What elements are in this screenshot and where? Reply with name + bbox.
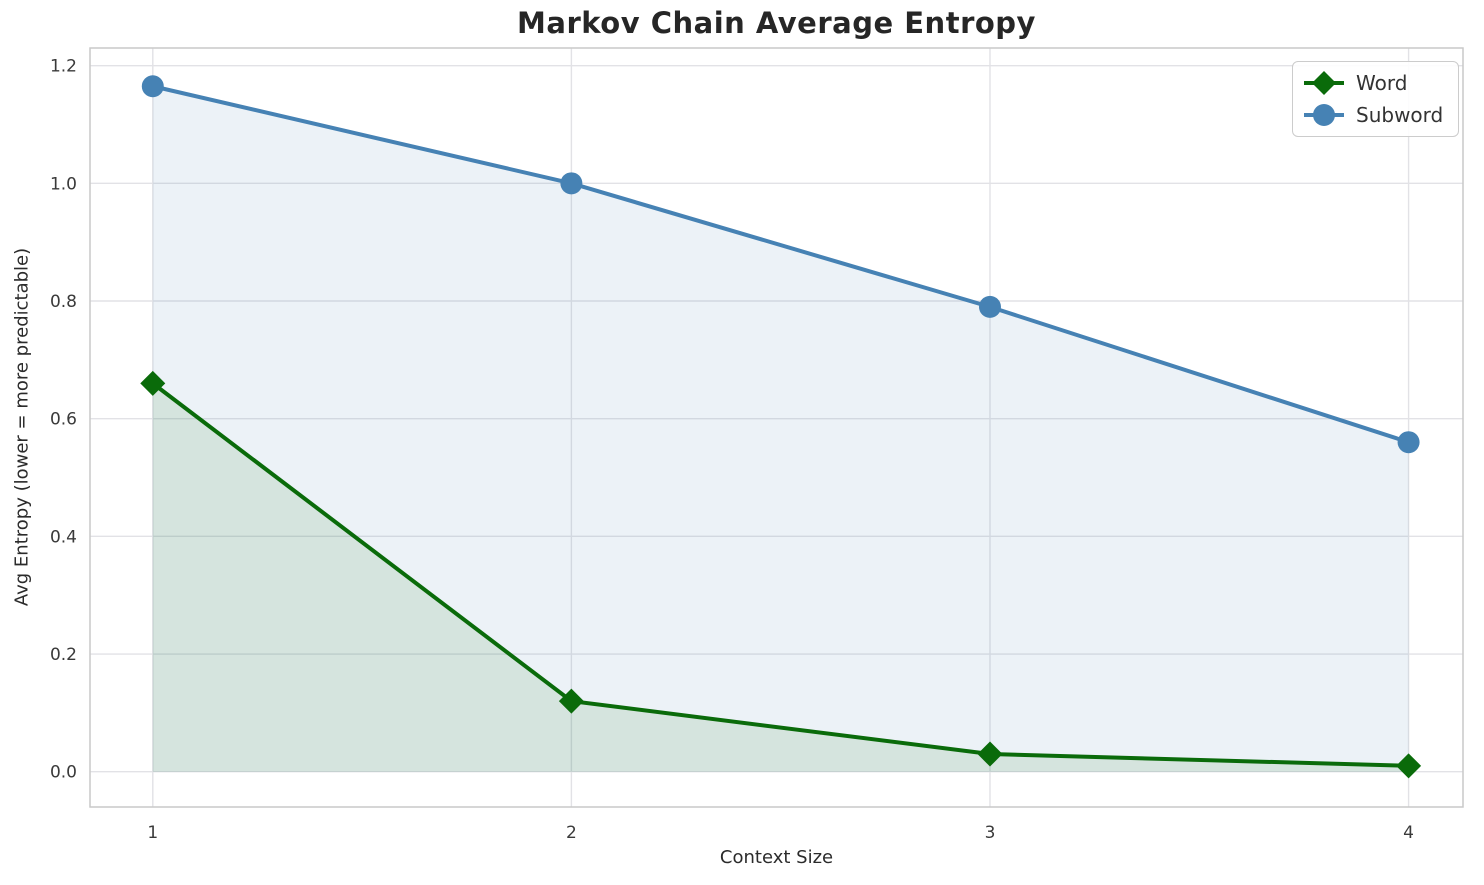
- legend-item-subword: Subword: [1301, 101, 1448, 129]
- svg-text:3: 3: [985, 823, 996, 843]
- svg-text:0.8: 0.8: [50, 292, 77, 312]
- svg-text:1: 1: [147, 823, 158, 843]
- subword-circle-marker-icon: [1304, 104, 1344, 126]
- svg-text:0.0: 0.0: [50, 763, 77, 783]
- chart-title: Markov Chain Average Entropy: [517, 6, 1036, 40]
- legend: Word Subword: [1292, 61, 1459, 137]
- legend-label-word: Word: [1356, 71, 1408, 95]
- svg-text:1.0: 1.0: [50, 174, 77, 194]
- legend-label-subword: Subword: [1356, 103, 1444, 127]
- y-axis-label: Avg Entropy (lower = more predictable): [11, 247, 33, 607]
- svg-text:0.6: 0.6: [50, 410, 77, 430]
- x-axis-label: Context Size: [719, 847, 834, 868]
- svg-text:4: 4: [1403, 823, 1414, 843]
- svg-text:0.2: 0.2: [50, 645, 77, 665]
- legend-item-word: Word: [1301, 69, 1448, 97]
- svg-text:2: 2: [566, 823, 577, 843]
- word-diamond-marker-icon: [1304, 71, 1344, 95]
- svg-text:0.4: 0.4: [50, 527, 77, 547]
- svg-text:1.2: 1.2: [50, 57, 77, 77]
